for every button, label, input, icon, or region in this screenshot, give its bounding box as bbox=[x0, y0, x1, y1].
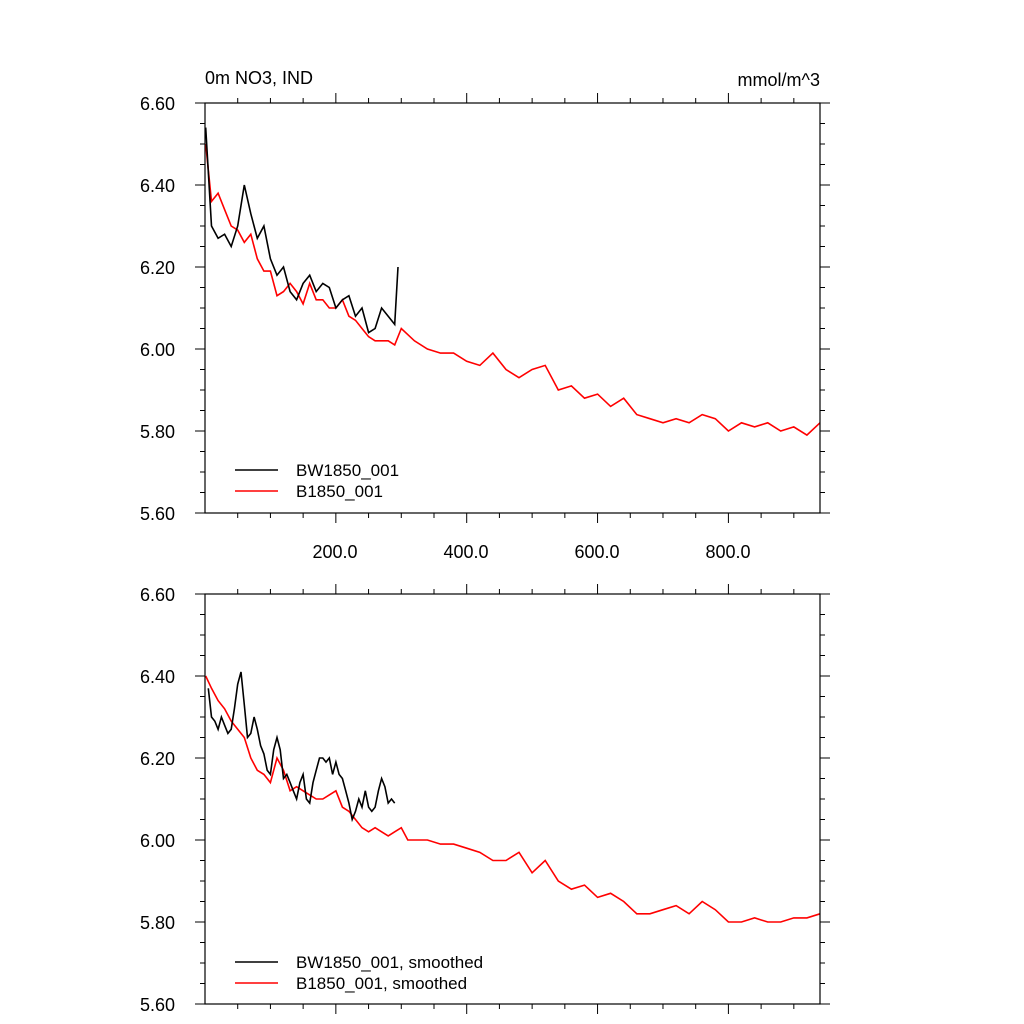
top-chart-title: 0m NO3, IND bbox=[205, 68, 313, 88]
bottom-ytick-label: 6.40 bbox=[140, 667, 175, 687]
top-ytick-label: 6.60 bbox=[140, 94, 175, 114]
bottom-legend: BW1850_001, smoothed B1850_001, smoothed bbox=[235, 953, 483, 993]
top-legend: BW1850_001 B1850_001 bbox=[235, 461, 399, 501]
bottom-ytick-label: 5.60 bbox=[140, 995, 175, 1015]
top-ytick-label: 6.40 bbox=[140, 176, 175, 196]
bottom-series-b1850-smoothed bbox=[204, 675, 821, 923]
top-xtick-label: 600.0 bbox=[574, 542, 619, 562]
top-series-b1850 bbox=[204, 143, 821, 437]
bottom-ytick-label: 6.00 bbox=[140, 831, 175, 851]
top-panel: 0m NO3, IND mmol/m^3 6.60 6.40 6.20 6.00… bbox=[140, 68, 830, 562]
top-xtick-label: 400.0 bbox=[443, 542, 488, 562]
top-plot-frame bbox=[204, 102, 821, 514]
top-ytick-label: 6.20 bbox=[140, 258, 175, 278]
bottom-panel: 6.60 6.40 6.20 6.00 5.80 5.60 BW1850_001… bbox=[140, 584, 830, 1015]
bottom-ytick-label: 6.60 bbox=[140, 585, 175, 605]
top-ytick-label: 5.60 bbox=[140, 504, 175, 524]
top-legend-label-b1850: B1850_001 bbox=[296, 482, 383, 501]
bottom-ytick-label: 5.80 bbox=[140, 913, 175, 933]
top-ytick-label: 5.80 bbox=[140, 422, 175, 442]
top-xtick-label: 800.0 bbox=[705, 542, 750, 562]
top-ticks bbox=[195, 93, 830, 523]
top-xtick-label: 200.0 bbox=[312, 542, 357, 562]
bottom-series-group bbox=[204, 671, 821, 923]
top-chart-units: mmol/m^3 bbox=[738, 70, 820, 90]
top-series-bw1850 bbox=[204, 127, 399, 334]
bottom-legend-label-bw1850: BW1850_001, smoothed bbox=[296, 953, 483, 972]
bottom-series-bw1850-smoothed bbox=[207, 671, 396, 823]
top-ytick-label: 6.00 bbox=[140, 340, 175, 360]
top-legend-label-bw1850: BW1850_001 bbox=[296, 461, 399, 480]
top-series-group bbox=[204, 127, 821, 437]
bottom-legend-label-b1850: B1850_001, smoothed bbox=[296, 974, 467, 993]
bottom-ticks bbox=[195, 584, 830, 1014]
bottom-ytick-label: 6.20 bbox=[140, 749, 175, 769]
